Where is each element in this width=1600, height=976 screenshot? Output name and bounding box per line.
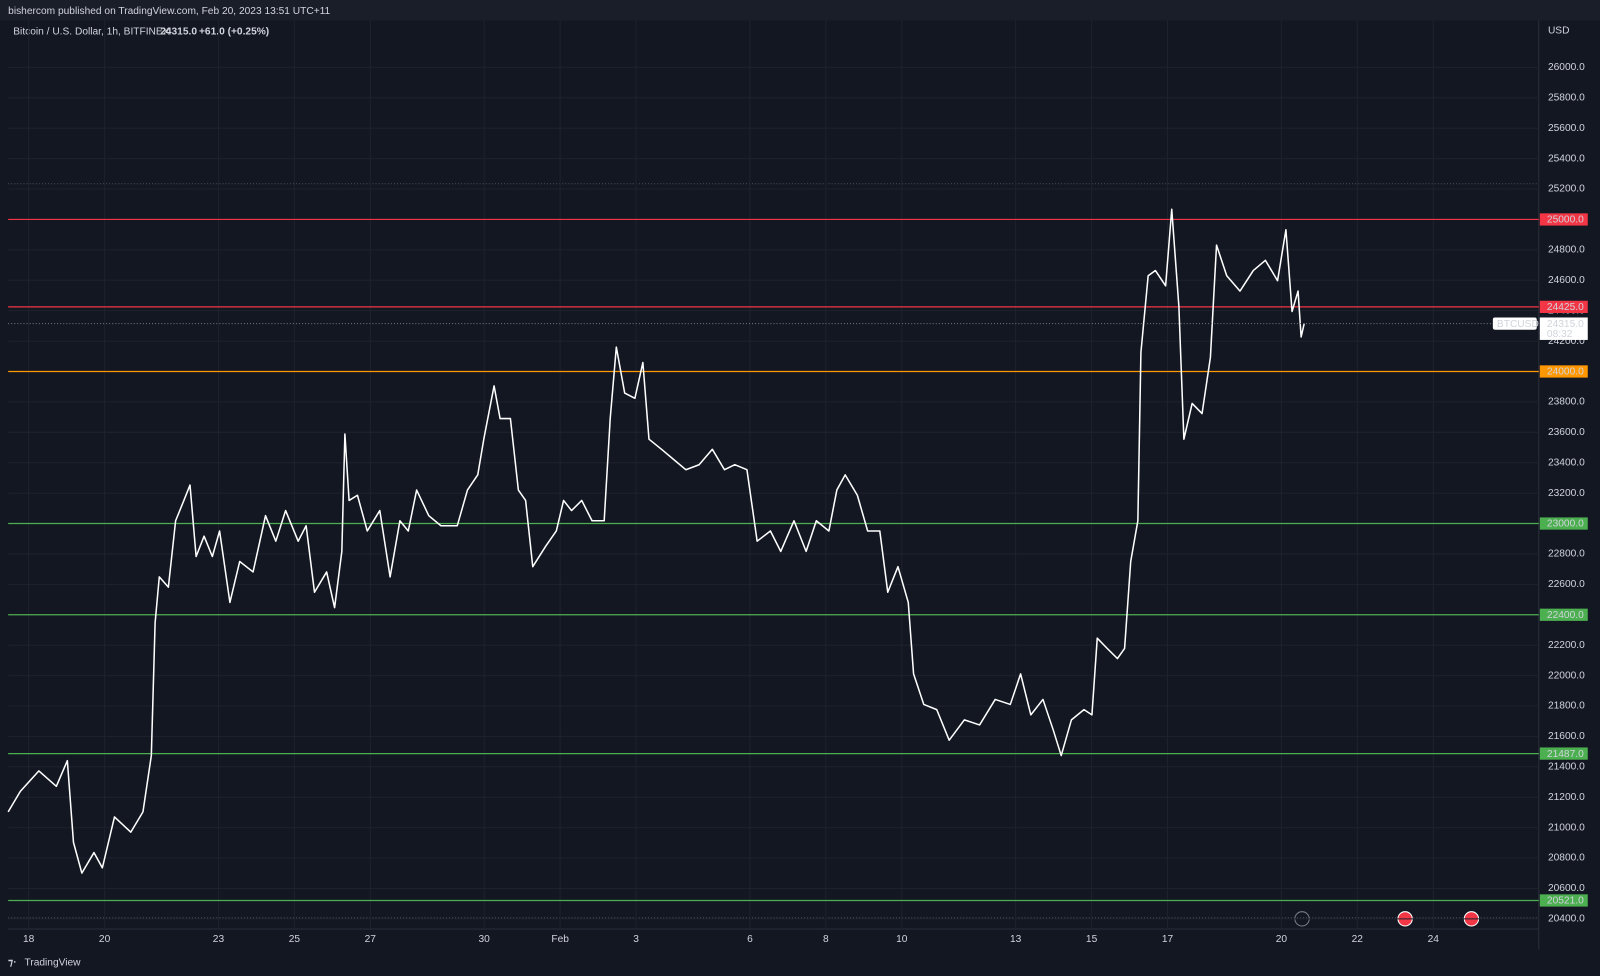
x-tick-label: 8 <box>823 934 829 945</box>
last-price-header: 24315.0 <box>160 26 197 37</box>
y-tick-label: 23800.0 <box>1548 397 1585 408</box>
level-label-box <box>1539 747 1588 760</box>
y-tick-label: 20800.0 <box>1548 853 1585 864</box>
level-label: 23000.0 <box>1547 519 1584 530</box>
y-tick-label: 24800.0 <box>1548 245 1585 256</box>
y-tick-label: 25200.0 <box>1548 184 1585 195</box>
header-bar <box>0 0 1600 21</box>
y-tick-label: 21000.0 <box>1548 822 1585 833</box>
x-tick-label: 6 <box>747 934 753 945</box>
y-tick-label: 26000.0 <box>1548 62 1585 73</box>
x-tick-label: 20 <box>99 934 111 945</box>
x-tick-label: 22 <box>1352 934 1364 945</box>
x-tick-label: Feb <box>551 934 569 945</box>
level-label: 24000.0 <box>1547 367 1584 378</box>
y-tick-label: 22200.0 <box>1548 640 1585 651</box>
y-tick-label: 22800.0 <box>1548 549 1585 560</box>
published-note: bishercom published on TradingView.com, … <box>8 6 330 17</box>
y-tick-label: 22000.0 <box>1548 670 1585 681</box>
y-tick-label: 22600.0 <box>1548 579 1585 590</box>
y-tick-label: 20600.0 <box>1548 883 1585 894</box>
symbol-label: BTCUSD <box>1497 319 1539 330</box>
level-label: 24425.0 <box>1547 302 1584 313</box>
y-tick-label: 21400.0 <box>1548 761 1585 772</box>
y-tick-label: 25400.0 <box>1548 153 1585 164</box>
level-label-box <box>1539 608 1588 621</box>
level-label: 20521.0 <box>1547 896 1584 907</box>
x-tick-label: 18 <box>23 934 35 945</box>
x-tick-label: 10 <box>896 934 908 945</box>
y-tick-label: 21800.0 <box>1548 701 1585 712</box>
countdown: 08:32 <box>1547 329 1573 340</box>
x-tick-label: 3 <box>633 934 639 945</box>
y-tick-label: 25600.0 <box>1548 123 1585 134</box>
x-tick-label: 13 <box>1010 934 1022 945</box>
level-label: 21487.0 <box>1547 749 1584 760</box>
y-tick-label: 24200.0 <box>1548 336 1585 347</box>
last-price-label: 24315.0 <box>1547 319 1584 330</box>
x-tick-label: 20 <box>1276 934 1288 945</box>
last-price-box <box>1539 317 1588 340</box>
level-label-box <box>1539 213 1588 226</box>
y-tick-label: 25800.0 <box>1548 92 1585 103</box>
y-tick-label: 21600.0 <box>1548 731 1585 742</box>
symbol-title: Bitcoin / U.S. Dollar, 1h, BITFINEX <box>13 26 169 37</box>
x-tick-label: 25 <box>289 934 301 945</box>
y-tick-label: 23600.0 <box>1548 427 1585 438</box>
x-tick-label: 17 <box>1162 934 1174 945</box>
level-label: 22400.0 <box>1547 610 1584 621</box>
x-tick-label: 24 <box>1428 934 1440 945</box>
brand-logo: ⁊ᐧ <box>8 957 16 968</box>
axis-unit: USD <box>1548 25 1570 36</box>
y-tick-label: 23400.0 <box>1548 457 1585 468</box>
x-tick-label: 27 <box>365 934 377 945</box>
level-label-box <box>1539 517 1588 530</box>
price-line <box>7 208 1305 874</box>
y-tick-label: 20400.0 <box>1548 914 1585 925</box>
x-tick-label: 23 <box>213 934 225 945</box>
y-tick-label: 24600.0 <box>1548 275 1585 286</box>
y-tick-label: 23200.0 <box>1548 488 1585 499</box>
brand: TradingView <box>24 957 81 968</box>
change: +61.0 (+0.25%) <box>199 26 269 37</box>
x-tick-label: 15 <box>1086 934 1098 945</box>
level-label-box <box>1539 894 1588 907</box>
y-tick-label: 21200.0 <box>1548 792 1585 803</box>
symbol-box <box>1492 317 1537 330</box>
x-tick-label: 30 <box>479 934 491 945</box>
level-label-box <box>1539 300 1588 313</box>
level-label: 25000.0 <box>1547 215 1584 226</box>
level-label-box <box>1539 365 1588 378</box>
